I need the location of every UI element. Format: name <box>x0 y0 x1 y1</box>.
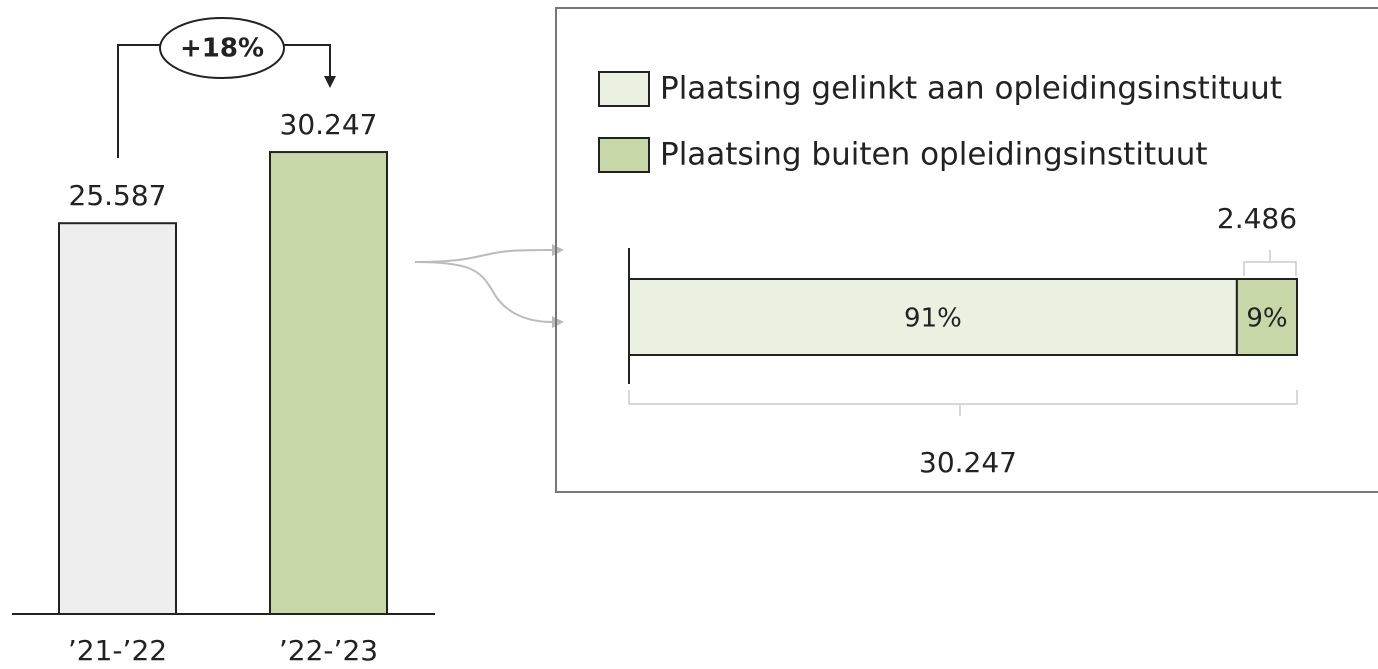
value-label: 25.587 <box>69 179 167 212</box>
legend-swatch <box>598 71 650 107</box>
annotation: 2.486 <box>1217 202 1297 235</box>
arrowhead <box>552 316 564 328</box>
connector <box>414 249 553 263</box>
x-tick-label: ’22-’23 <box>279 634 378 667</box>
arrowhead <box>552 244 564 256</box>
value-label: 30.247 <box>280 108 378 141</box>
growth-badge <box>159 17 285 79</box>
arrowhead <box>324 76 336 88</box>
legend-label: Plaatsing buiten opleidingsinstituut <box>660 137 1208 173</box>
detail-box <box>555 7 1378 493</box>
bar-segment <box>1235 278 1299 356</box>
legend-label: Plaatsing gelinkt aan opleidingsinstituu… <box>660 71 1282 107</box>
total-bracket <box>628 390 1298 416</box>
segment-label: 91% <box>904 304 962 334</box>
growth-bracket <box>117 44 331 158</box>
bar <box>58 222 177 615</box>
growth-label: +18% <box>180 34 264 64</box>
segment-bracket <box>1243 250 1297 276</box>
annotation: 30.247 <box>919 446 1017 479</box>
bar <box>269 151 388 616</box>
legend-swatch <box>598 137 650 173</box>
connector <box>414 261 553 323</box>
x-tick-label: ’21-’22 <box>68 634 167 667</box>
segment-label: 9% <box>1246 304 1287 334</box>
